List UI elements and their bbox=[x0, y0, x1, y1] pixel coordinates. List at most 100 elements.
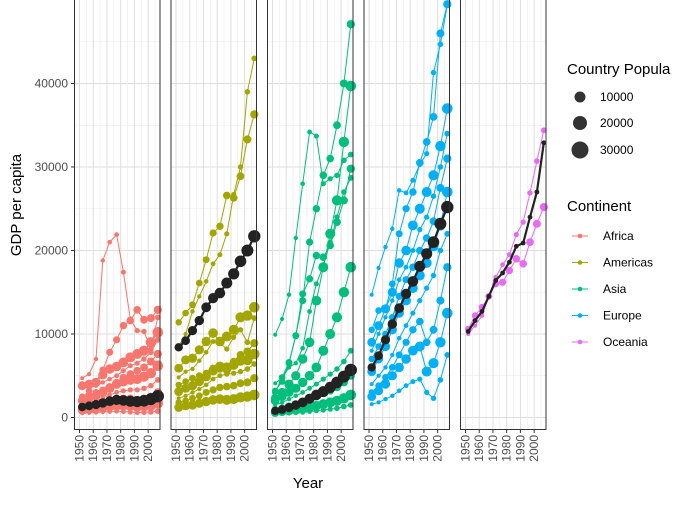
data-point bbox=[251, 315, 258, 321]
trend-point bbox=[427, 236, 440, 248]
data-point bbox=[430, 272, 437, 279]
data-point bbox=[513, 232, 519, 238]
data-point bbox=[429, 113, 438, 121]
data-point bbox=[442, 307, 453, 319]
data-point bbox=[300, 345, 306, 351]
trend-point bbox=[374, 351, 383, 361]
data-point bbox=[152, 327, 164, 338]
data-point bbox=[369, 348, 374, 353]
data-point bbox=[174, 363, 184, 373]
trend-point bbox=[465, 329, 471, 334]
data-point bbox=[189, 301, 196, 309]
y-tick-label: 10000 bbox=[35, 327, 69, 341]
data-point bbox=[197, 386, 202, 392]
data-point bbox=[519, 260, 527, 268]
data-point bbox=[133, 366, 141, 375]
data-point bbox=[304, 370, 315, 381]
data-point bbox=[190, 366, 195, 372]
data-point bbox=[313, 281, 319, 287]
data-point bbox=[346, 20, 355, 29]
legend-color-label: Oceania bbox=[603, 335, 648, 349]
data-point bbox=[217, 373, 223, 379]
trend-point bbox=[493, 278, 499, 283]
trend-point bbox=[194, 315, 204, 326]
data-point bbox=[272, 387, 279, 394]
data-point bbox=[175, 319, 182, 326]
data-point bbox=[410, 379, 416, 385]
trend-point bbox=[151, 390, 164, 403]
data-point bbox=[120, 409, 126, 415]
data-point bbox=[273, 403, 278, 407]
x-tick-label: 1990 bbox=[320, 435, 334, 462]
data-point bbox=[183, 393, 188, 398]
data-point bbox=[154, 336, 161, 343]
data-point bbox=[443, 0, 452, 9]
data-point bbox=[77, 396, 87, 406]
facet-panel-oceania bbox=[460, 0, 548, 430]
data-point bbox=[331, 312, 343, 323]
data-point bbox=[318, 345, 329, 356]
legend-size-label: 20000 bbox=[600, 116, 634, 130]
legend-size-key bbox=[573, 116, 587, 130]
data-point bbox=[341, 157, 347, 164]
legend-color-label: Asia bbox=[603, 282, 627, 296]
data-point bbox=[534, 158, 540, 164]
data-point bbox=[98, 370, 108, 380]
data-point bbox=[181, 355, 191, 365]
data-point bbox=[293, 235, 298, 241]
data-point bbox=[347, 151, 354, 158]
series-line bbox=[178, 58, 255, 347]
trend-point bbox=[486, 294, 492, 299]
data-point bbox=[251, 361, 258, 367]
x-tick-label: 2000 bbox=[431, 435, 445, 462]
data-point bbox=[300, 410, 306, 415]
data-point bbox=[421, 187, 432, 197]
x-tick-label: 1980 bbox=[210, 435, 224, 462]
data-point bbox=[333, 218, 341, 227]
data-point bbox=[410, 310, 416, 316]
data-point bbox=[331, 195, 343, 206]
x-tick-label: 1960 bbox=[183, 435, 197, 462]
y-tick-label: 30000 bbox=[35, 160, 69, 174]
x-tick-label: 1960 bbox=[279, 435, 293, 462]
trend-point bbox=[201, 302, 212, 313]
data-point bbox=[422, 338, 431, 347]
data-point bbox=[244, 339, 251, 346]
data-point bbox=[189, 394, 196, 402]
data-point bbox=[505, 266, 514, 275]
data-point bbox=[401, 354, 411, 364]
trend-point bbox=[84, 401, 94, 411]
data-point bbox=[244, 366, 251, 372]
legend-size-label: 10000 bbox=[600, 90, 634, 104]
data-point bbox=[236, 172, 245, 181]
data-point bbox=[236, 379, 245, 388]
data-point bbox=[512, 254, 521, 263]
data-point bbox=[176, 375, 181, 380]
data-point bbox=[376, 373, 381, 378]
data-point bbox=[237, 368, 244, 375]
data-point bbox=[148, 409, 154, 415]
data-point bbox=[284, 387, 294, 397]
data-point bbox=[333, 121, 341, 130]
data-point bbox=[273, 332, 278, 337]
data-point bbox=[221, 331, 232, 342]
data-point bbox=[120, 269, 126, 275]
data-point bbox=[249, 348, 260, 360]
data-point bbox=[285, 359, 293, 367]
data-point bbox=[383, 244, 388, 250]
x-tick-label: 1970 bbox=[293, 435, 307, 462]
data-point bbox=[134, 387, 140, 393]
data-point bbox=[113, 336, 121, 344]
data-point bbox=[437, 41, 444, 48]
data-point bbox=[284, 379, 294, 389]
data-point bbox=[182, 309, 189, 317]
trend-point bbox=[414, 260, 426, 272]
x-tick-label: 2000 bbox=[238, 435, 252, 462]
data-point bbox=[325, 329, 336, 339]
data-point bbox=[402, 338, 410, 346]
data-point bbox=[105, 383, 115, 393]
data-point bbox=[249, 389, 260, 401]
data-point bbox=[376, 400, 381, 405]
trend-point bbox=[394, 303, 405, 313]
data-point bbox=[175, 381, 182, 389]
